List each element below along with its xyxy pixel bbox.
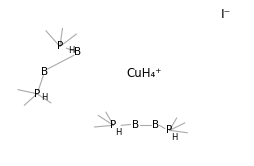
Text: H: H bbox=[115, 128, 121, 137]
Text: P: P bbox=[166, 125, 172, 135]
Text: H: H bbox=[41, 93, 48, 102]
Text: H: H bbox=[68, 46, 74, 55]
Text: CuH₄⁺: CuH₄⁺ bbox=[126, 67, 161, 80]
Text: I⁻: I⁻ bbox=[220, 8, 230, 21]
Text: B: B bbox=[41, 67, 48, 77]
Text: P: P bbox=[34, 89, 40, 99]
Text: P: P bbox=[110, 120, 116, 130]
Text: P: P bbox=[57, 42, 63, 51]
Text: B: B bbox=[151, 120, 158, 129]
Text: B: B bbox=[131, 120, 138, 129]
Text: H: H bbox=[170, 133, 177, 142]
Text: B: B bbox=[74, 47, 81, 57]
